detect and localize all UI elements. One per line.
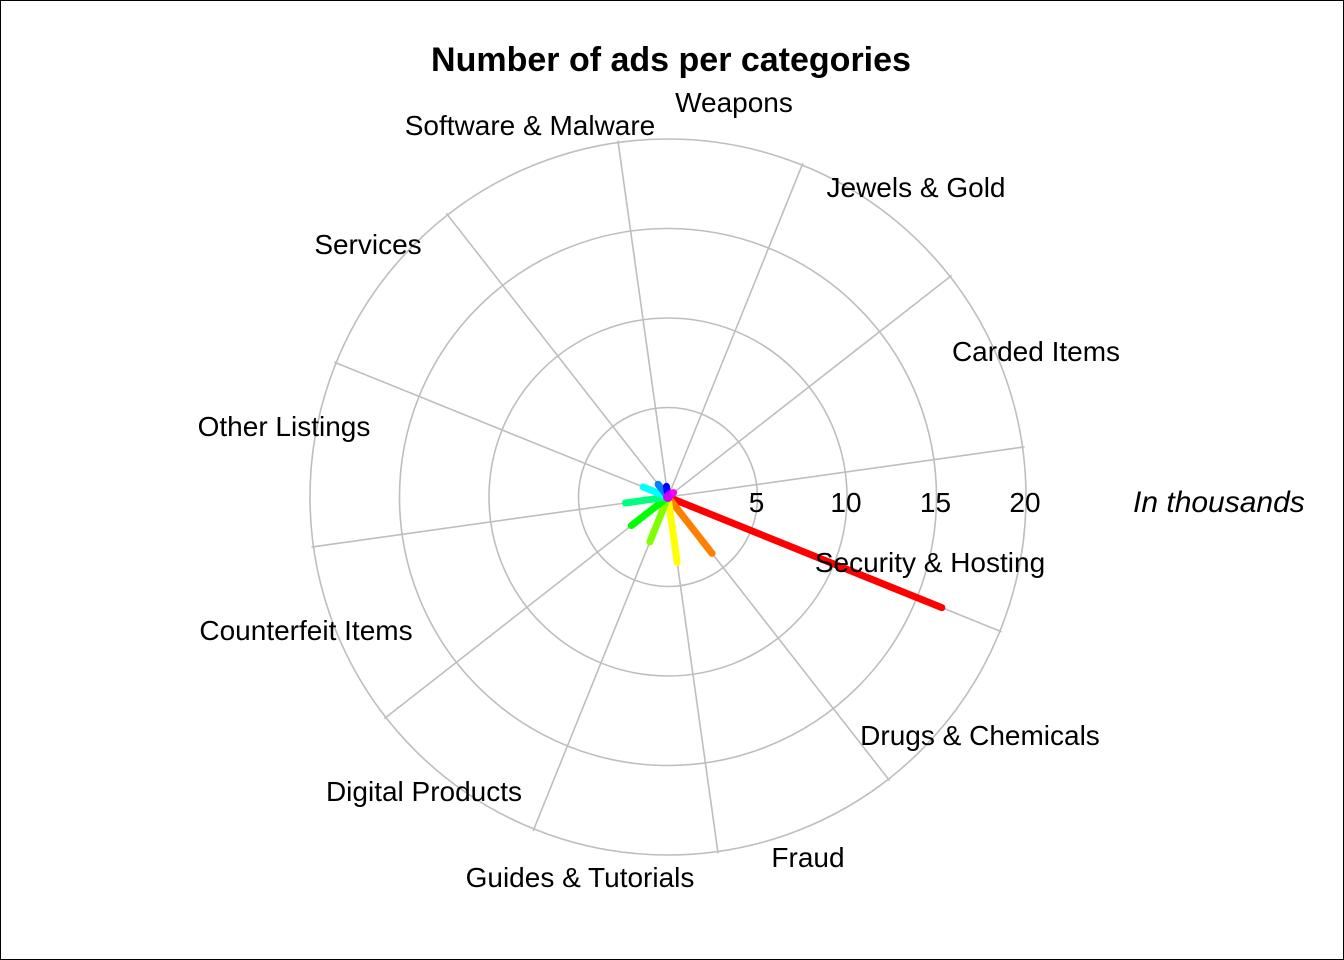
category-label: Weapons <box>675 87 793 118</box>
centre-dot <box>663 492 673 502</box>
category-label: Security & Hosting <box>815 547 1045 578</box>
spoke-10 <box>667 162 804 498</box>
category-label: Fraud <box>771 842 844 873</box>
spoke-4 <box>532 496 669 832</box>
radial-tick-labels: 5 10 15 20 <box>749 487 1041 518</box>
category-label: Software & Malware <box>405 110 656 141</box>
category-label: Guides & Tutorials <box>466 862 695 893</box>
spoke-11 <box>667 274 953 498</box>
tick-label-5: 5 <box>749 487 765 518</box>
bar-fraud <box>664 493 716 557</box>
tick-label-20: 20 <box>1009 487 1040 518</box>
category-label: Other Listings <box>198 411 371 442</box>
bar-drugs-chemicals <box>664 493 946 612</box>
category-labels: Security & Hosting Drugs & Chemicals Fraud… <box>198 87 1120 893</box>
category-label: Counterfeit Items <box>199 615 412 646</box>
bar-digital-products <box>646 493 672 546</box>
spoke-9 <box>617 140 669 498</box>
bar-counterfeit-items <box>627 493 672 530</box>
grid-ring-10 <box>488 317 848 677</box>
category-label: Drugs & Chemicals <box>860 720 1100 751</box>
spoke-6 <box>311 496 669 548</box>
tick-label-10: 10 <box>830 487 861 518</box>
spoke-8 <box>445 212 669 498</box>
spoke-5 <box>383 496 669 720</box>
grid-ring-20 <box>309 138 1027 856</box>
spoke-7 <box>333 361 669 498</box>
category-label: Digital Products <box>326 776 522 807</box>
spoke-0 <box>667 446 1025 498</box>
bar-guides-tutorials <box>664 493 681 567</box>
unit-label: In thousands <box>1133 486 1305 519</box>
bar-other-listings <box>621 493 672 507</box>
tick-label-15: 15 <box>920 487 951 518</box>
category-label: Jewels & Gold <box>827 172 1006 203</box>
grid-ring-5 <box>577 406 759 588</box>
grid-ring-15 <box>398 227 938 767</box>
category-label: Services <box>314 229 421 260</box>
category-label: Carded Items <box>952 336 1120 367</box>
chart-title: Number of ads per categories <box>431 41 911 79</box>
bar-layer <box>621 480 946 612</box>
